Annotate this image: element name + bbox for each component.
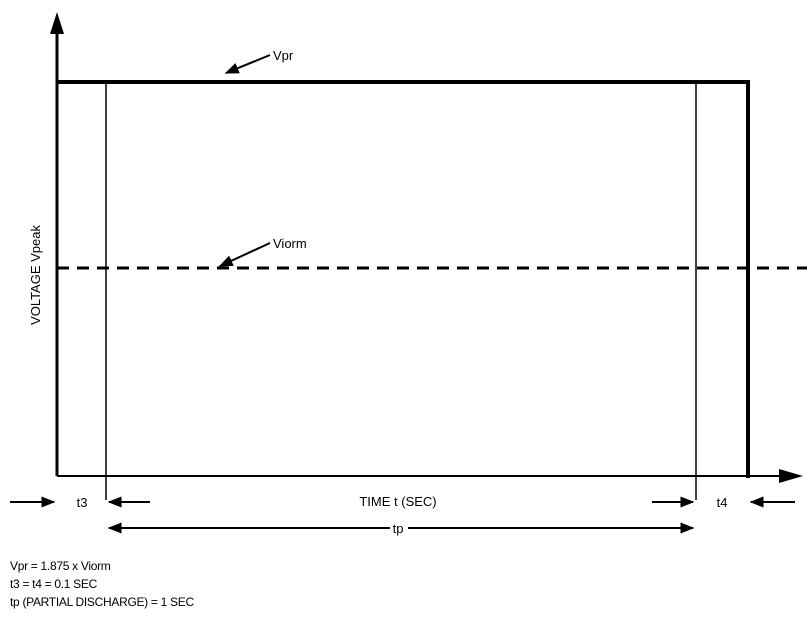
notes-block: Vpr = 1.875 x Viorm t3 = t4 = 0.1 SEC tp… [10, 557, 194, 611]
viorm-callout-arrow [218, 242, 271, 267]
t4-label: t4 [717, 495, 728, 510]
y-axis-arrowhead [50, 12, 64, 34]
x-axis-label: TIME t (SEC) [359, 494, 436, 509]
vpr-callout-arrow [224, 54, 271, 74]
vpr-label: Vpr [273, 48, 294, 63]
y-axis-label: VOLTAGE Vpeak [28, 225, 43, 325]
x-axis-arrowhead [779, 469, 803, 483]
tp-label: tp [393, 521, 404, 536]
viorm-label: Viorm [273, 236, 307, 251]
note-tp: tp (PARTIAL DISCHARGE) = 1 SEC [10, 595, 194, 609]
t3-label: t3 [77, 495, 88, 510]
note-vpr-formula: Vpr = 1.875 x Viorm [10, 559, 111, 573]
note-t3-t4: t3 = t4 = 0.1 SEC [10, 577, 97, 591]
